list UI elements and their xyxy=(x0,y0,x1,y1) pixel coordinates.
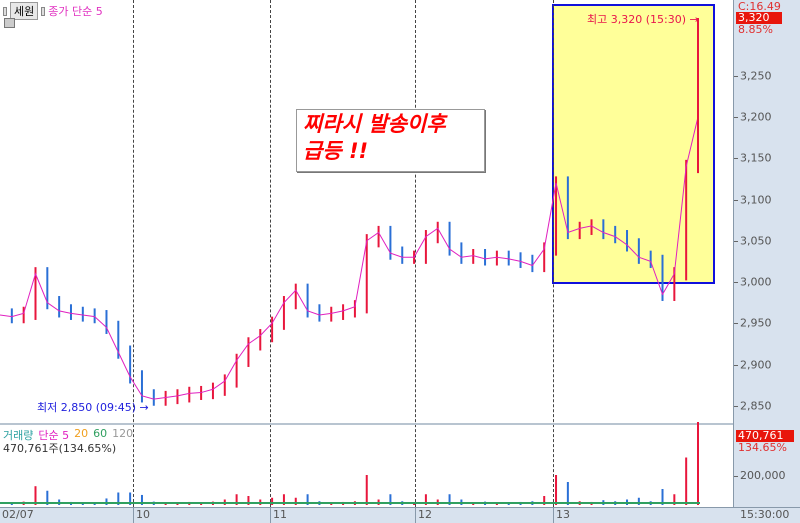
volume-title[interactable]: 거래량 xyxy=(3,429,34,442)
arrow-right-icon: → xyxy=(139,401,149,414)
stock-name-button[interactable]: 세원 xyxy=(10,2,39,20)
volume-bar xyxy=(673,494,676,505)
volume-bar xyxy=(365,475,368,505)
low-annotation: 최저 2,850 (09:45) → xyxy=(37,399,149,415)
volume-bar xyxy=(424,494,427,505)
y-tick xyxy=(734,282,738,283)
day-divider xyxy=(415,0,416,507)
volume-bar xyxy=(566,482,569,505)
drag-handle-icon[interactable] xyxy=(41,6,46,16)
volume-tick-label: 200,000 xyxy=(740,469,786,482)
volume-bar xyxy=(661,489,664,505)
y-tick-label: 3,000 xyxy=(740,275,772,289)
date-label: 13 xyxy=(556,508,570,521)
volume-bar xyxy=(34,486,37,505)
volume-bar xyxy=(117,492,120,505)
grid-settings-icon[interactable] xyxy=(4,18,15,28)
date-label: 10 xyxy=(136,508,150,521)
y-tick-label: 3,150 xyxy=(740,151,772,165)
day-divider xyxy=(270,0,271,507)
current-volume-badge: 470,761 xyxy=(736,430,794,442)
y-tick-label: 3,100 xyxy=(740,193,772,206)
current-price-badge: 3,320 xyxy=(736,12,782,24)
y-tick xyxy=(734,158,738,160)
volume-ma60: 60 xyxy=(93,427,108,440)
date-label: 11 xyxy=(273,508,287,521)
volume-bar xyxy=(555,475,558,505)
volume-bar xyxy=(697,422,699,505)
volume-bar xyxy=(389,494,392,505)
date-label: 12 xyxy=(418,508,432,521)
indicator-label[interactable]: 종가 단순 5 xyxy=(48,5,103,18)
volume-bar xyxy=(129,492,132,505)
volume-bar xyxy=(46,490,49,505)
volume-bar xyxy=(105,498,108,505)
y-tick xyxy=(734,405,738,407)
annotation-note: 찌라시 발송이후 급등 !! xyxy=(296,109,485,172)
volume-legend: 거래량 단순 5 20 60 120 xyxy=(3,427,133,443)
volume-bar xyxy=(140,494,143,505)
y-tick xyxy=(734,240,738,242)
y-tick-label: 2,850 xyxy=(740,399,772,413)
price-chart[interactable] xyxy=(0,0,733,507)
y-tick xyxy=(734,75,738,77)
volume-bar xyxy=(637,497,640,505)
change-label: C:16.49 xyxy=(738,0,781,13)
y-tick xyxy=(734,323,738,325)
y-tick-label: 2,900 xyxy=(740,358,772,371)
volume-ma5: 단순 5 xyxy=(38,429,70,442)
y-tick xyxy=(734,199,738,201)
volume-percent: 134.65% xyxy=(738,441,787,454)
y-tick-label: 3,250 xyxy=(740,69,772,83)
chart-header: 세원 종가 단순 5 xyxy=(3,2,103,20)
ma5-line xyxy=(0,116,699,400)
volume-bar xyxy=(543,496,546,505)
volume-bar xyxy=(685,457,688,505)
volume-bar xyxy=(294,497,297,505)
volume-bar xyxy=(247,496,250,505)
y-tick-label: 2,950 xyxy=(740,316,772,330)
y-tick xyxy=(734,364,738,366)
volume-ma20: 20 xyxy=(74,427,89,440)
arrow-right-icon: → xyxy=(689,13,699,26)
low-label: 최저 2,850 (09:45) xyxy=(37,401,137,414)
time-label: 15:30:00 xyxy=(740,508,790,521)
y-tick xyxy=(734,117,738,118)
day-divider xyxy=(553,0,554,507)
date-axis[interactable] xyxy=(0,507,800,523)
high-annotation: 최고 3,320 (15:30) → xyxy=(587,11,699,27)
volume-bar xyxy=(448,494,451,505)
y-tick-label: 3,050 xyxy=(740,234,772,248)
volume-bar xyxy=(271,497,274,505)
note-line-2: 급등 !! xyxy=(303,139,369,163)
volume-bar xyxy=(282,494,285,505)
volume-bar xyxy=(306,494,309,505)
change-percent: 8.85% xyxy=(738,23,773,36)
volume-summary: 470,761주(134.65%) xyxy=(3,442,117,455)
high-label: 최고 3,320 (15:30) xyxy=(587,13,687,26)
date-label: 02/07 xyxy=(2,508,34,521)
price-axis[interactable]: 3,250 3,200 3,150 3,100 3,050 3,000 2,950 2,900… xyxy=(733,0,800,523)
note-line-1: 찌라시 발송이후 xyxy=(303,112,446,136)
drag-handle-icon[interactable] xyxy=(3,6,7,16)
y-tick-label: 3,200 xyxy=(740,110,772,124)
volume-ma120: 120 xyxy=(112,427,134,440)
panel-separator[interactable] xyxy=(0,423,800,425)
day-divider xyxy=(133,0,134,507)
volume-bar xyxy=(235,494,238,505)
